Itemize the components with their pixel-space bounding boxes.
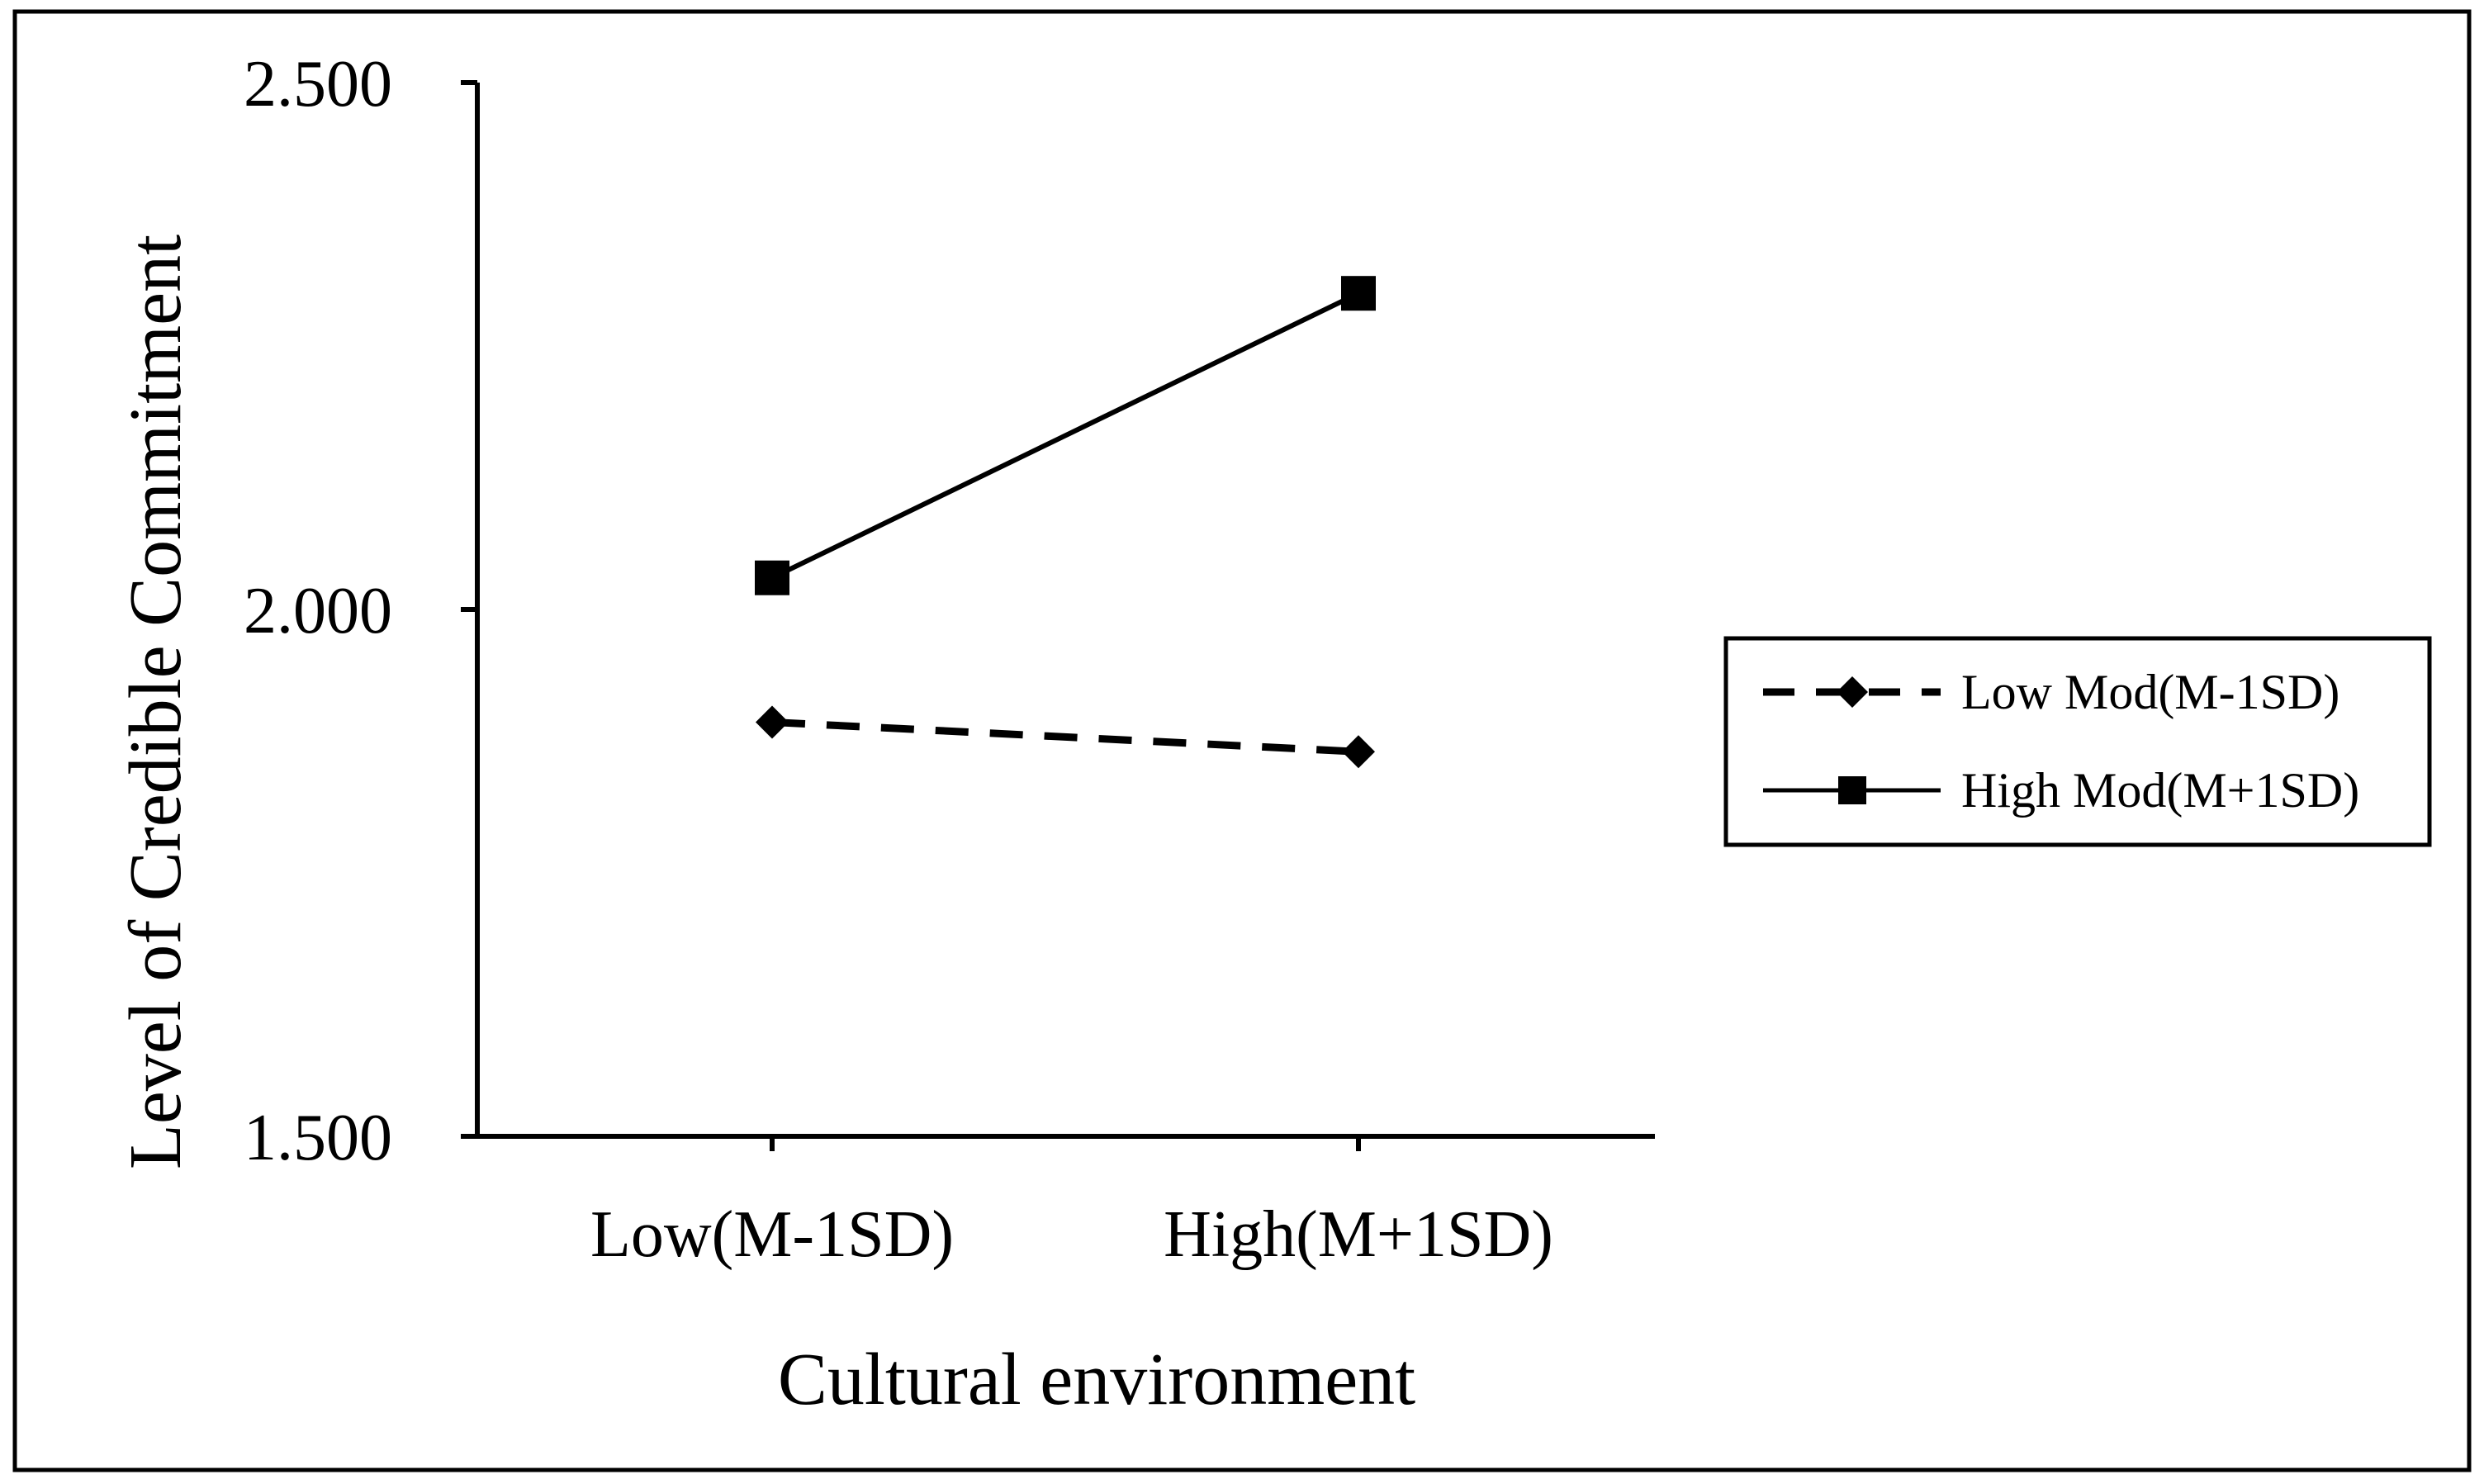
legend-items: Low Mod(M-1SD) High Mod(M+1SD): [1763, 665, 2359, 818]
legend: Low Mod(M-1SD) High Mod(M+1SD): [1723, 636, 2432, 847]
y-tick-label: 2.500: [244, 48, 392, 121]
legend-item-high-mod: High Mod(M+1SD): [1763, 763, 2359, 818]
x-ticks: Low(M-1SD) High(M+1SD): [590, 1136, 1553, 1271]
legend-swatch-marker: [1837, 676, 1868, 708]
series-line-high-mod: [770, 291, 1360, 581]
legend-label: High Mod(M+1SD): [1961, 763, 2359, 818]
x-tick-label: Low(M-1SD): [590, 1198, 954, 1271]
y-tick-label: 2.000: [244, 575, 392, 647]
y-ticks: 1.500 2.000 2.500: [244, 48, 477, 1174]
data-point-high-mod: [755, 560, 789, 595]
data-point-low-mod: [756, 705, 789, 739]
x-axis-title: Cultural environment: [778, 1339, 1415, 1420]
series-low-mod: [756, 705, 1375, 769]
legend-box: [1723, 636, 2432, 847]
data-point-low-mod: [1342, 735, 1375, 769]
series-layer: [755, 276, 1376, 769]
legend-swatch-marker: [1838, 776, 1866, 804]
y-tick-label: 1.500: [244, 1102, 392, 1174]
x-tick-label: High(M+1SD): [1164, 1198, 1553, 1271]
y-axis-title: Level of Credible Commitment: [115, 235, 197, 1169]
series-line-low-mod: [771, 718, 1359, 756]
data-point-high-mod: [1341, 276, 1376, 311]
legend-item-low-mod: Low Mod(M-1SD): [1763, 665, 2339, 719]
series-high-mod: [755, 276, 1376, 595]
legend-label: Low Mod(M-1SD): [1961, 665, 2339, 719]
